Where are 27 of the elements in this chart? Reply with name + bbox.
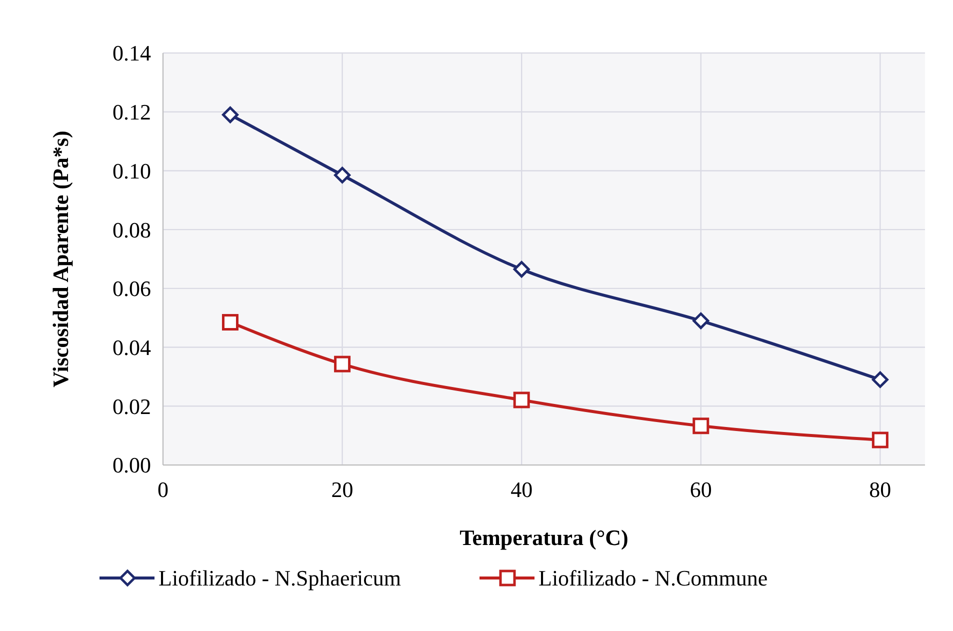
y-tick-label: 0.04 [112,334,151,360]
y-tick-label: 0.08 [112,217,151,242]
y-tick-label: 0.00 [112,452,151,478]
point [222,314,238,331]
y-tick-label: 0.10 [112,158,151,184]
point [513,261,530,278]
point [692,418,710,434]
point [692,312,710,330]
x-tick-label: 0 [158,477,168,502]
legend-label: Liofilizado - N.Commune [538,566,768,591]
y-tick-label: 0.02 [112,394,151,419]
x-tick-label: 80 [869,477,892,502]
y-tick-label: 0.12 [112,100,151,125]
point [872,432,888,448]
point [872,371,888,388]
x-tick-label: 60 [690,477,712,502]
x-tick-label: 40 [510,477,533,502]
y-tick-label: 0.06 [112,276,151,302]
x-tick-label: 20 [331,477,354,502]
y-tick-label: 0.14 [112,40,151,66]
point [334,166,351,184]
legend-label: Liofilizado - N.Sphaericum [158,566,402,591]
x-axis-title: Temperatura (°C) [460,525,628,550]
y-axis-title: Viscosidad Aparente (Pa*s) [48,130,73,388]
point [513,392,530,408]
point [334,356,351,372]
point [222,106,238,124]
